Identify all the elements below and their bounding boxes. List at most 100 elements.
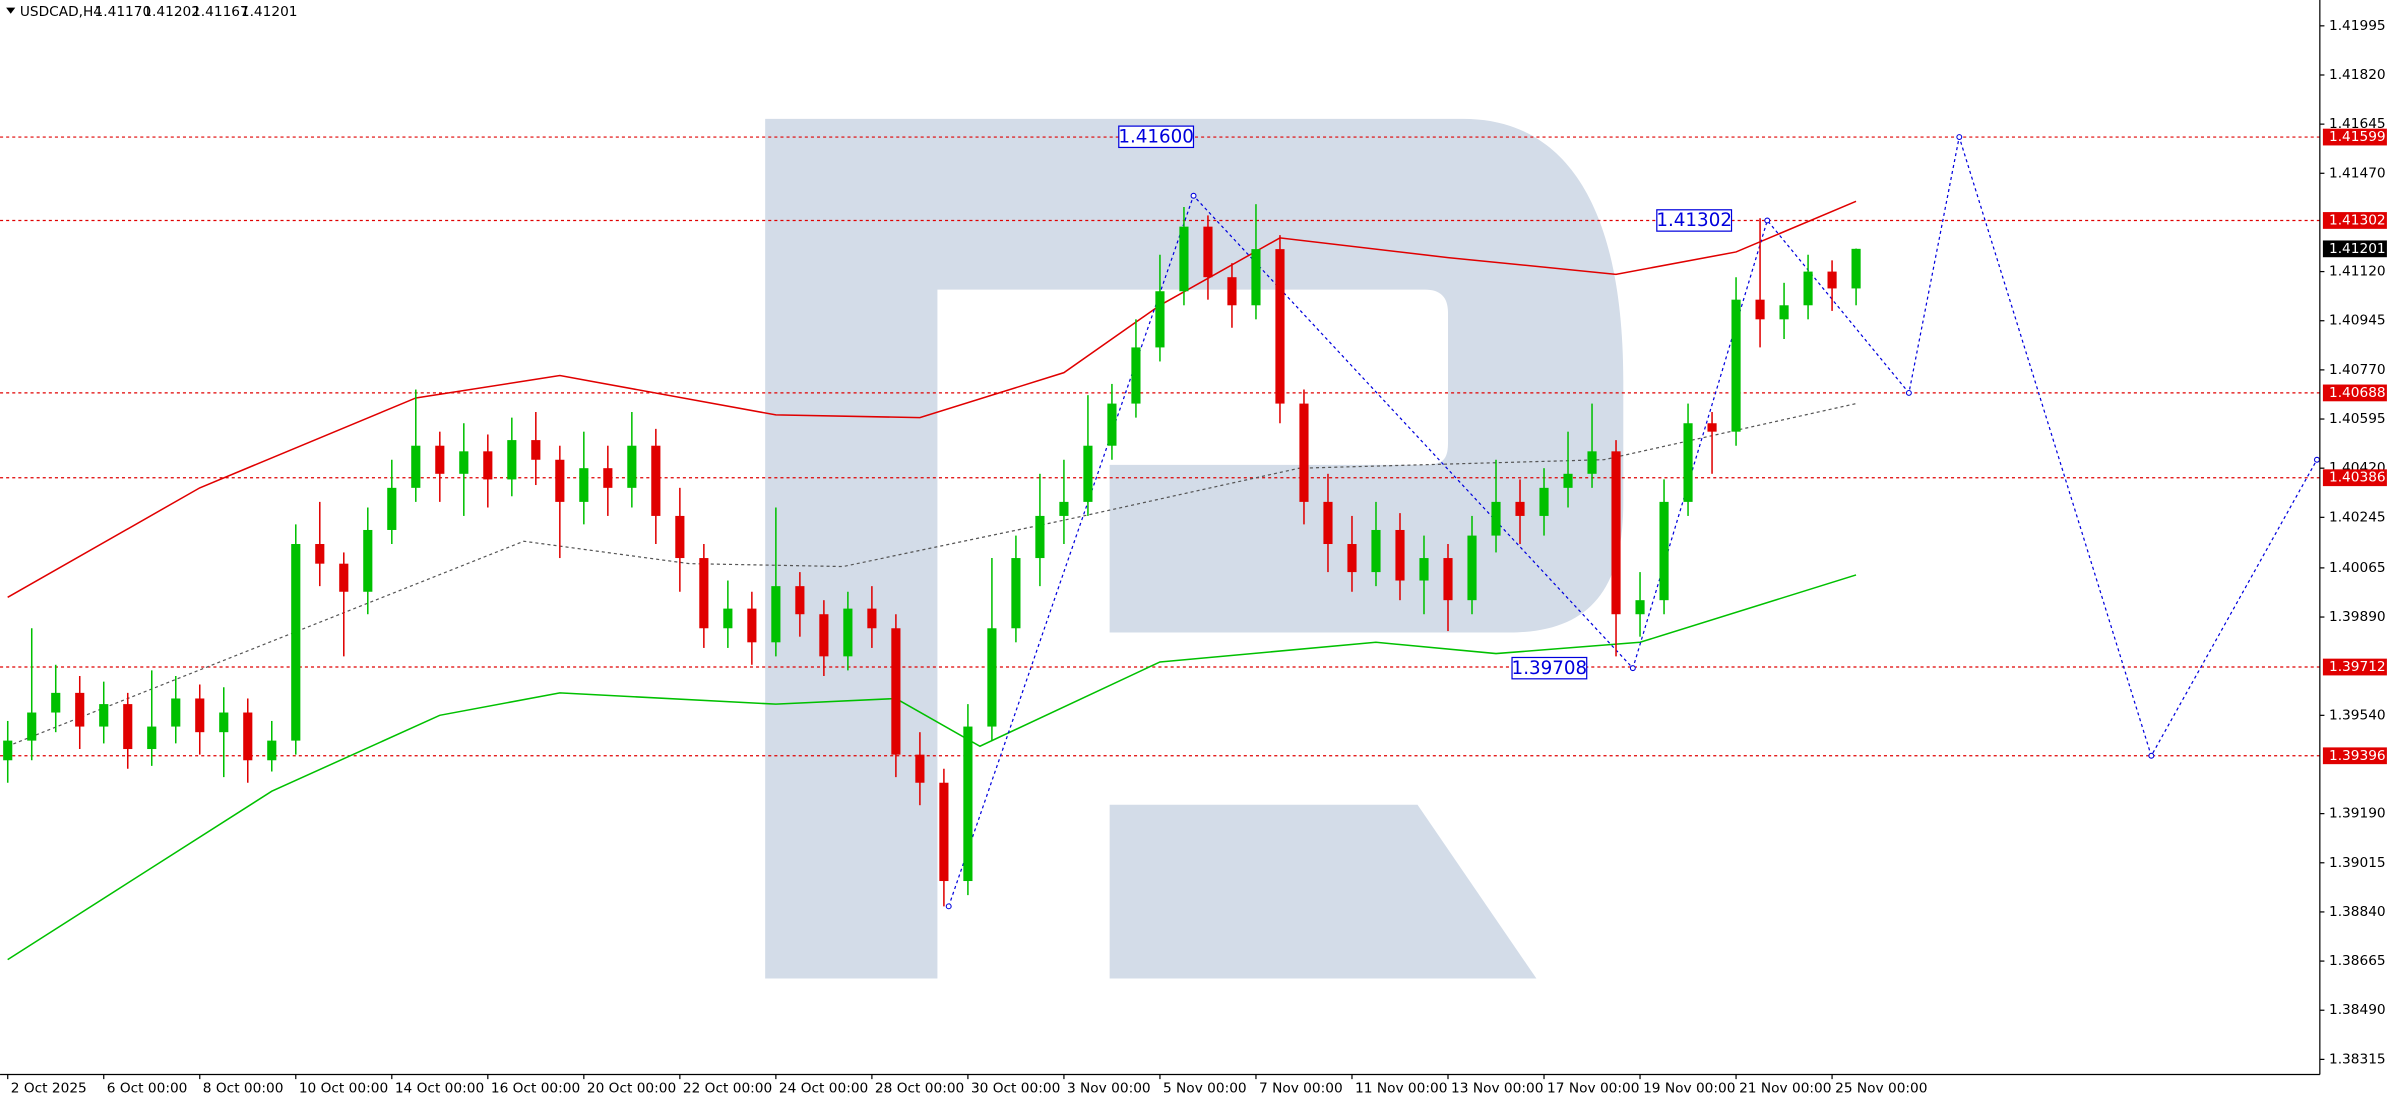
y-tick-label: 1.41645 [2329, 116, 2386, 132]
y-tick-label: 1.41120 [2329, 264, 2386, 280]
candle-body [819, 614, 829, 657]
candle-body [387, 487, 397, 530]
candle-body [1347, 544, 1357, 573]
candle-body [531, 440, 541, 460]
candle-body [1155, 291, 1165, 348]
candle-body [1179, 226, 1189, 292]
forecast-point [945, 903, 952, 910]
candle-body [747, 608, 757, 643]
candle-body [1107, 403, 1117, 446]
annotation-label: 1.41600 [1118, 127, 1194, 148]
candle-body [315, 544, 325, 564]
level-label-box [2322, 128, 2387, 146]
candle-body [1419, 558, 1429, 581]
candle-body [603, 468, 613, 488]
overlay-line [7, 574, 1857, 961]
x-tick-label: 2 Oct 2025 [11, 1080, 87, 1096]
y-tick-label: 1.39890 [2329, 609, 2386, 625]
x-tick-label: 16 Oct 00:00 [491, 1080, 580, 1096]
x-tick-label: 24 Oct 00:00 [779, 1080, 868, 1096]
y-tick-label: 1.41470 [2329, 165, 2386, 181]
level-label-box [2322, 747, 2387, 765]
candle-body [627, 445, 637, 488]
y-tick-label: 1.40245 [2329, 509, 2386, 525]
candle-body [1251, 249, 1261, 306]
candle-body [1131, 347, 1141, 404]
x-tick-label: 20 Oct 00:00 [587, 1080, 676, 1096]
quote: 1.41202 [143, 4, 200, 20]
candle-body [675, 515, 685, 559]
x-tick-label: 6 Oct 00:00 [107, 1080, 188, 1096]
candle-body [339, 563, 349, 592]
candle-body [1083, 445, 1093, 502]
candle-body [219, 712, 229, 733]
x-tick-label: 22 Oct 00:00 [683, 1080, 772, 1096]
y-tick-label: 1.38665 [2329, 953, 2386, 969]
level-label: 1.41302 [2329, 212, 2386, 228]
candle-body [1491, 501, 1501, 536]
level-label-box [2322, 212, 2387, 229]
candle-body [1059, 501, 1069, 516]
y-tick-label: 1.39190 [2329, 806, 2386, 822]
forecast-point [2148, 752, 2155, 759]
candle-body [1851, 248, 1861, 289]
y-tick-label: 1.41995 [2329, 18, 2386, 34]
candle-body [1395, 529, 1405, 581]
level-label: 1.40386 [2329, 470, 2386, 486]
candle-body [579, 468, 589, 502]
last-price-label: 1.41201 [2329, 241, 2386, 257]
candle-body [1635, 600, 1645, 615]
forecast-point [1905, 389, 1912, 396]
x-tick-label: 30 Oct 00:00 [971, 1080, 1060, 1096]
level-label: 1.39712 [2329, 659, 2386, 675]
candle-body [243, 712, 253, 761]
candle-body [1587, 451, 1597, 474]
candle-body [1611, 451, 1621, 615]
candle-body [795, 586, 805, 615]
candle-body [963, 726, 973, 882]
candle-body [1035, 515, 1045, 559]
annotation-box [1656, 209, 1733, 232]
forecast-point [2313, 456, 2320, 463]
candle-body [699, 558, 709, 629]
candle-body [507, 440, 517, 480]
quote: 1.41170 [95, 4, 152, 20]
forecast-point [1956, 134, 1963, 141]
candle-body [195, 698, 205, 733]
annotation-box [1118, 125, 1195, 149]
plot [0, 134, 2320, 961]
candle-body [459, 451, 469, 474]
candle-body [291, 544, 301, 741]
level-label-box [2322, 384, 2387, 402]
candle-body [1443, 558, 1453, 601]
candle-body [1299, 403, 1309, 502]
x-tick-label: 28 Oct 00:00 [875, 1080, 964, 1096]
candle-body [1755, 299, 1765, 320]
level-label: 1.41599 [2329, 129, 2386, 145]
x-tick-label: 10 Oct 00:00 [299, 1080, 388, 1096]
y-tick-label: 1.39540 [2329, 707, 2386, 723]
watermark-r-leg [1109, 804, 1537, 979]
candle-body [171, 698, 181, 727]
candle-body [1539, 487, 1549, 516]
candle-body [1323, 501, 1333, 545]
symbol: USDCAD,H4 [20, 4, 102, 20]
candle-body [1731, 299, 1741, 432]
annotation-label: 1.41302 [1656, 210, 1732, 231]
candle-body [723, 608, 733, 629]
candle-body [891, 628, 901, 755]
y-tick-label: 1.38315 [2329, 1051, 2386, 1067]
candle-body [1779, 305, 1789, 320]
overlay-line [948, 136, 2318, 907]
candle-body [1707, 423, 1717, 432]
candle-body [123, 704, 133, 750]
x-tick-label: 11 Nov 00:00 [1355, 1080, 1447, 1096]
annotation-label: 1.39708 [1512, 658, 1588, 679]
candle-body [1659, 501, 1669, 601]
y-tick-label: 1.40945 [2329, 313, 2386, 329]
watermark [765, 118, 1624, 979]
candle-body [1371, 529, 1381, 573]
x-tick-label: 8 Oct 00:00 [203, 1080, 284, 1096]
candle-body [1467, 535, 1477, 601]
